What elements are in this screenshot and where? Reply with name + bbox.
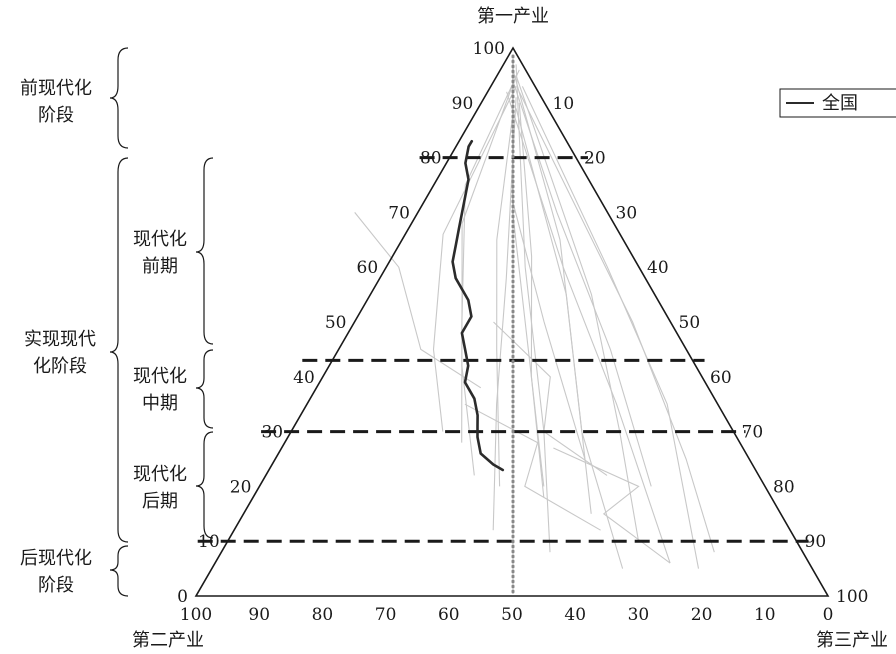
background-trajectory — [518, 102, 545, 498]
tick-label-primary: 20 — [230, 477, 252, 497]
tick-label-secondary: 0 — [823, 605, 834, 625]
tick-label-secondary: 10 — [754, 605, 776, 625]
tick-label-primary: 100 — [473, 39, 505, 59]
tick-label-primary: 70 — [388, 203, 410, 223]
series-line-national — [451, 139, 505, 472]
stage-middle-line2: 中期 — [142, 393, 178, 414]
tick-label-secondary: 60 — [438, 605, 460, 625]
tick-label-primary: 90 — [452, 94, 474, 114]
stage-late-line2: 后期 — [142, 491, 178, 512]
tick-label-secondary: 50 — [501, 605, 523, 625]
background-trajectory — [553, 447, 671, 564]
background-trajectories — [354, 58, 715, 569]
tick-label-primary: 50 — [325, 313, 347, 333]
brace-post-modern — [109, 545, 129, 597]
tick-label-tertiary: 60 — [710, 368, 732, 388]
axis-title-primary: 第一产业 — [477, 6, 549, 27]
background-trajectory — [461, 69, 520, 443]
tick-label-secondary: 80 — [312, 605, 334, 625]
background-trajectory — [512, 69, 592, 514]
stage-late-line1: 现代化 — [133, 464, 187, 485]
tick-label-secondary: 70 — [375, 605, 397, 625]
tick-label-tertiary: 80 — [773, 477, 795, 497]
background-trajectory — [432, 86, 517, 432]
tick-label-primary: 40 — [293, 368, 315, 388]
tick-label-primary: 80 — [420, 149, 442, 169]
legend: 全国 — [779, 88, 896, 118]
legend-label-national: 全国 — [822, 93, 858, 114]
background-trajectory — [515, 75, 640, 542]
background-trajectory — [515, 64, 551, 553]
stage-middle-line1: 现代化 — [133, 366, 187, 387]
brace-late — [195, 431, 214, 539]
ternary-triangle — [194, 46, 830, 597]
threshold-lines — [197, 156, 809, 543]
tick-label-primary: 0 — [177, 587, 188, 607]
stage-pre-modern-line2: 阶段 — [38, 105, 74, 126]
tick-label-tertiary: 10 — [553, 94, 575, 114]
background-trajectory — [493, 321, 608, 476]
tick-label-tertiary: 70 — [742, 423, 764, 443]
background-trajectory — [354, 212, 482, 389]
stage-modernizing-line1: 实现现代 — [24, 329, 96, 350]
tick-label-tertiary: 100 — [836, 587, 868, 607]
background-trajectory — [492, 97, 517, 531]
background-trajectory — [506, 91, 671, 564]
tick-label-primary: 30 — [261, 423, 283, 443]
tick-label-tertiary: 20 — [584, 149, 606, 169]
stage-pre-modern-line1: 前现代化 — [20, 78, 92, 99]
brace-pre-modern — [109, 47, 129, 149]
tick-label-primary: 10 — [198, 532, 220, 552]
background-trajectory — [496, 113, 514, 487]
tick-label-secondary: 20 — [691, 605, 713, 625]
background-trajectory — [461, 75, 517, 476]
stage-modernizing-line2: 化阶段 — [33, 356, 87, 377]
tick-label-secondary: 100 — [180, 605, 212, 625]
brace-middle — [195, 349, 214, 429]
tick-label-secondary: 30 — [628, 605, 650, 625]
axis-title-tertiary: 第三产业 — [816, 630, 888, 651]
tick-label-secondary: 90 — [248, 605, 270, 625]
background-trajectory — [518, 91, 715, 553]
tick-label-primary: 60 — [357, 258, 379, 278]
stage-post-modern-line1: 后现代化 — [20, 548, 92, 569]
tick-label-tertiary: 30 — [616, 203, 638, 223]
brace-early — [195, 157, 214, 345]
tick-label-secondary: 40 — [564, 605, 586, 625]
background-trajectory — [521, 86, 700, 569]
background-trajectory — [464, 403, 601, 531]
tick-label-tertiary: 50 — [679, 313, 701, 333]
axis-title-secondary: 第二产业 — [132, 630, 204, 651]
stage-post-modern-line2: 阶段 — [38, 575, 74, 596]
stage-early-line1: 现代化 — [133, 229, 187, 250]
tick-label-tertiary: 40 — [647, 258, 669, 278]
stage-early-line2: 前期 — [142, 256, 178, 277]
background-trajectory — [512, 80, 652, 487]
brace-modernizing — [109, 157, 129, 543]
background-trajectory — [515, 108, 624, 569]
tick-label-tertiary: 90 — [805, 532, 827, 552]
